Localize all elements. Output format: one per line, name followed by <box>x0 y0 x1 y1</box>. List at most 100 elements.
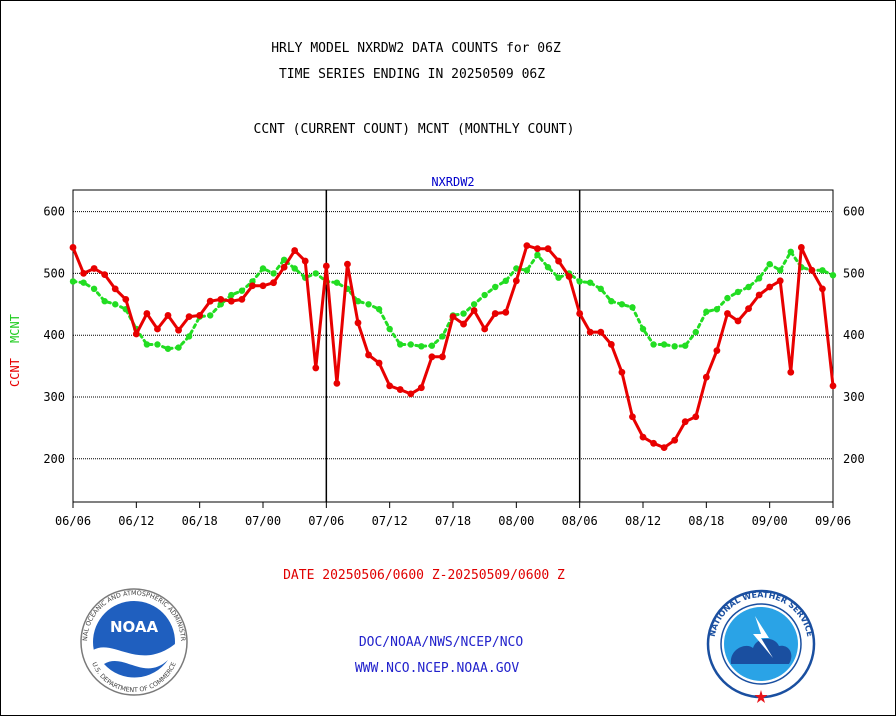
mcnt-point <box>90 285 98 293</box>
y-tick-label-right: 500 <box>843 266 865 280</box>
ccnt-point <box>660 444 668 452</box>
ccnt-point <box>629 413 636 421</box>
x-tick-label: 08/00 <box>498 514 534 528</box>
ccnt-point <box>206 297 214 305</box>
noaa-logo[interactable]: NOAA NATIONAL OCEANIC AND ATMOSPHERIC AD… <box>80 588 188 696</box>
ccnt-point <box>734 317 742 325</box>
mcnt-point <box>534 251 541 259</box>
mcnt-point <box>492 283 499 291</box>
y-tick-label-right: 200 <box>843 452 865 466</box>
ccnt-point <box>238 295 246 303</box>
mcnt-point <box>755 275 763 282</box>
mcnt-point <box>766 260 773 268</box>
y-tick-label-left: 500 <box>43 266 65 280</box>
ccnt-point <box>80 270 87 277</box>
chart-title-line3: CCNT (CURRENT COUNT) MCNT (MONTHLY COUNT… <box>254 122 575 137</box>
ccnt-point <box>481 325 489 333</box>
mcnt-point <box>513 265 520 272</box>
mcnt-point <box>618 301 626 308</box>
mcnt-point <box>333 279 341 286</box>
x-tick-label: 08/06 <box>562 514 598 528</box>
mcnt-point <box>597 285 604 293</box>
ccnt-point <box>523 242 531 250</box>
ccnt-point <box>618 368 626 376</box>
ccnt-point <box>386 382 394 390</box>
ccnt-point <box>692 413 700 421</box>
mcnt-point <box>439 333 446 340</box>
mcnt-point <box>787 248 794 255</box>
x-tick-label: 08/18 <box>688 514 724 528</box>
mcnt-point <box>164 345 172 352</box>
ccnt-point <box>154 325 161 333</box>
ccnt-point <box>808 266 816 274</box>
ccnt-point <box>787 368 795 376</box>
ccnt-point <box>322 262 330 270</box>
mcnt-point <box>819 267 826 274</box>
ccnt-point <box>375 359 383 367</box>
ccnt-point <box>671 436 679 444</box>
mcnt-point <box>154 341 161 348</box>
mcnt-axis-label: MCNT <box>8 314 22 343</box>
ccnt-point <box>745 305 752 313</box>
ccnt-point <box>417 384 425 392</box>
y-tick-label-left: 400 <box>43 328 65 342</box>
mcnt-point <box>470 301 478 308</box>
plot-area: 200 200 300 300 400 400 500 500 600 600 06/06 06/12… <box>43 189 865 528</box>
nws-logo[interactable]: NATIONAL WEATHER SERVICE <box>706 589 816 703</box>
website-link[interactable]: WWW.NCO.NCEP.NOAA.GOV <box>355 661 520 676</box>
x-tick-label: 06/12 <box>118 514 154 528</box>
mcnt-point <box>280 256 288 264</box>
ccnt-point <box>797 244 805 251</box>
mcnt-point <box>734 288 742 296</box>
mcnt-point <box>375 306 383 313</box>
ccnt-point <box>90 265 98 272</box>
ccnt-point <box>69 244 77 251</box>
x-tick-label: 09/00 <box>752 514 788 528</box>
ccnt-point <box>555 257 562 265</box>
mcnt-point <box>650 341 657 348</box>
y-tick-label-left: 300 <box>43 390 65 404</box>
mcnt-point <box>502 277 509 285</box>
ccnt-point <box>354 319 362 327</box>
mcnt-point <box>185 333 193 340</box>
ccnt-point <box>132 330 140 338</box>
mcnt-point <box>692 328 699 336</box>
mcnt-point <box>418 343 425 350</box>
mcnt-point <box>671 343 678 350</box>
x-tick-label: 07/12 <box>372 514 408 528</box>
ccnt-point <box>776 277 784 285</box>
ccnt-point <box>407 390 415 398</box>
mcnt-point <box>777 267 784 274</box>
ccnt-point <box>586 328 594 336</box>
ccnt-point <box>111 285 119 293</box>
mcnt-point <box>112 301 119 308</box>
ccnt-point <box>396 386 404 393</box>
ccnt-point <box>259 282 267 290</box>
ccnt-point <box>819 285 826 293</box>
ccnt-point <box>291 247 299 254</box>
mcnt-point <box>523 267 531 274</box>
ccnt-point <box>428 353 436 361</box>
ccnt-point <box>713 347 721 355</box>
mcnt-point <box>312 270 319 277</box>
y-tick-label-right: 400 <box>843 328 865 342</box>
ccnt-point <box>534 245 541 253</box>
ccnt-point <box>460 320 467 328</box>
ccnt-point <box>143 310 151 317</box>
x-tick-label: 08/12 <box>625 514 661 528</box>
mcnt-point <box>397 341 404 348</box>
ccnt-point <box>333 379 341 387</box>
mcnt-point <box>101 298 108 305</box>
ccnt-point <box>196 312 204 319</box>
mcnt-point <box>207 312 214 319</box>
mcnt-point <box>724 294 731 302</box>
y-tick-label-right: 300 <box>843 390 865 404</box>
ccnt-point <box>702 373 710 381</box>
ccnt-point <box>766 283 774 291</box>
ccnt-point <box>470 307 478 314</box>
ccnt-point <box>607 341 615 348</box>
ccnt-point <box>101 271 109 279</box>
ccnt-point <box>576 310 584 317</box>
ccnt-point <box>175 326 182 334</box>
